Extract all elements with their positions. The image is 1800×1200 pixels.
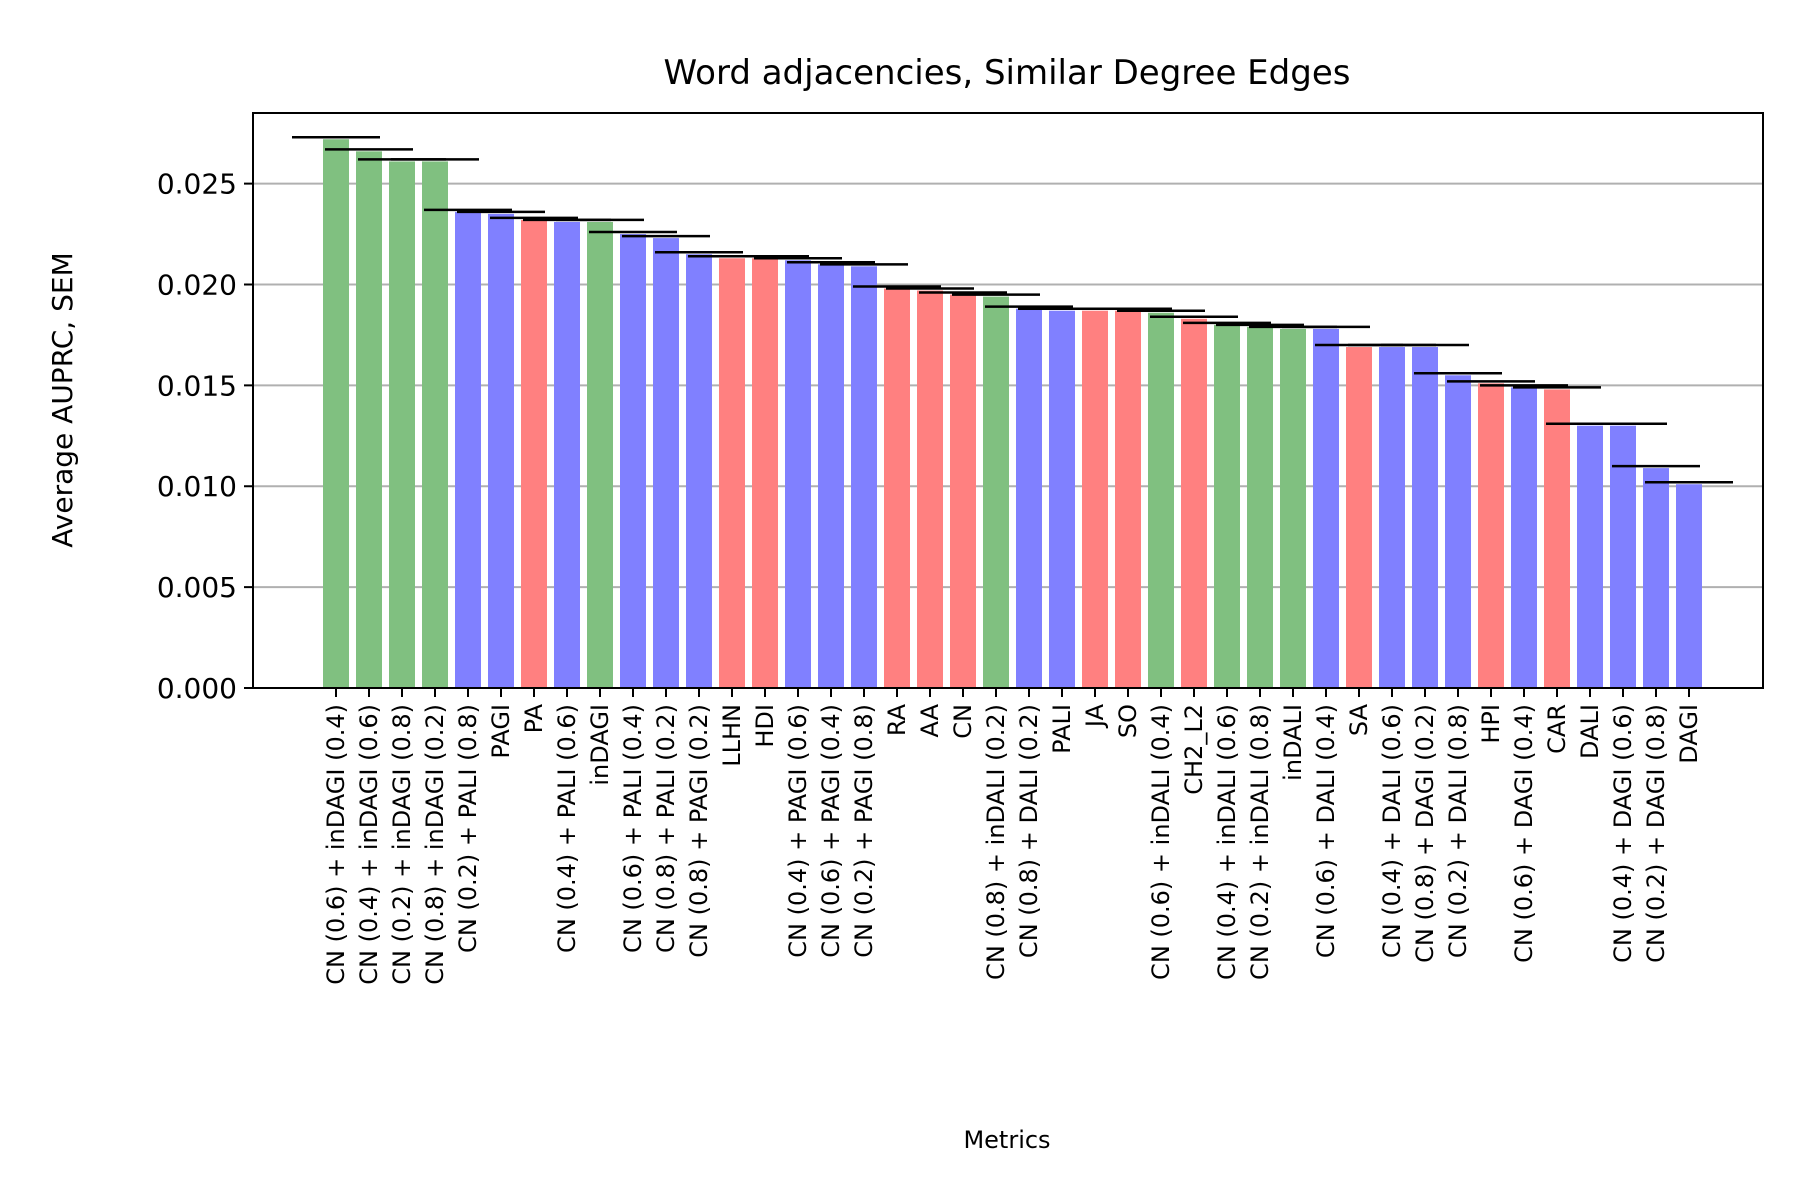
bar	[686, 254, 712, 688]
x-tick-label: CN (0.6) + PALI (0.4)	[619, 704, 647, 953]
x-tick-label: RA	[883, 703, 911, 736]
bar	[1346, 347, 1372, 688]
y-tick-label: 0.020	[157, 268, 237, 301]
plot-frame	[252, 112, 1764, 689]
x-tick-label: HDI	[751, 704, 779, 748]
x-tick-label: LLHN	[718, 704, 746, 767]
x-tick-label: PA	[520, 703, 548, 733]
bar	[1082, 310, 1108, 688]
y-tick-label: 0.025	[157, 168, 237, 201]
x-tick-label: CN	[949, 704, 977, 739]
bar	[1478, 383, 1504, 688]
bar	[884, 288, 910, 688]
bar	[1313, 328, 1339, 688]
bar	[785, 260, 811, 688]
x-tick-label: CN (0.6) + PAGI (0.4)	[817, 704, 845, 958]
y-tick-label: 0.005	[157, 571, 237, 604]
x-tick-label: CN (0.8) + inDAGI (0.2)	[421, 704, 449, 985]
x-tick-label: DALI	[1576, 704, 1604, 759]
bar	[455, 211, 481, 688]
bar	[1214, 324, 1240, 688]
bar	[1148, 312, 1174, 688]
bar	[1115, 310, 1141, 688]
x-tick-label: CN (0.2) + inDAGI (0.8)	[388, 704, 416, 985]
bar	[422, 161, 448, 689]
bar	[620, 234, 646, 689]
x-tick-label: PALI	[1048, 704, 1076, 754]
bar	[719, 258, 745, 688]
y-tick-label: 0.015	[157, 369, 237, 402]
bar	[950, 294, 976, 688]
x-tick-label: SO	[1114, 704, 1142, 738]
x-tick-label: CN (0.2) + inDALI (0.8)	[1246, 704, 1274, 980]
x-tick-label: CN (0.4) + PAGI (0.6)	[784, 704, 812, 958]
x-axis: CN (0.6) + inDAGI (0.4) CN (0.4) + inDAGI…	[322, 688, 1703, 985]
bar	[389, 161, 415, 689]
bar	[1445, 375, 1471, 688]
x-tick-label: CN (0.8) + inDALI (0.2)	[982, 704, 1010, 980]
x-tick-label: CN (0.8) + PALI (0.2)	[652, 704, 680, 953]
x-tick-label: JA	[1081, 703, 1109, 729]
x-tick-label: CN (0.2) + PALI (0.8)	[454, 704, 482, 953]
y-axis-label: Average AUPRC, SEM	[46, 252, 79, 547]
bar	[587, 221, 613, 688]
x-tick-label: CN (0.6) + DALI (0.4)	[1312, 704, 1340, 958]
x-tick-label: CN (0.8) + DAGI (0.2)	[1411, 704, 1439, 963]
x-tick-label: CN (0.2) + DALI (0.8)	[1444, 704, 1472, 958]
x-tick-label: HPI	[1477, 704, 1505, 744]
x-tick-label: CN (0.6) + DAGI (0.4)	[1510, 704, 1538, 963]
error-bars	[292, 135, 1733, 484]
bar	[752, 258, 778, 688]
bar	[1643, 468, 1669, 688]
bar	[356, 151, 382, 689]
bar	[1016, 308, 1042, 688]
x-tick-label: DAGI	[1675, 704, 1703, 764]
bar	[1181, 318, 1207, 688]
x-tick-label: CN (0.4) + inDALI (0.6)	[1213, 704, 1241, 980]
x-tick-label: AA	[916, 703, 944, 737]
x-tick-label: CN (0.6) + inDAGI (0.4)	[322, 704, 350, 985]
bars	[323, 139, 1702, 689]
bar	[554, 221, 580, 688]
x-tick-label: SA	[1345, 703, 1373, 736]
bar	[1049, 310, 1075, 688]
bar	[653, 238, 679, 689]
bar	[1412, 347, 1438, 688]
x-tick-label: CH2_L2	[1180, 704, 1208, 795]
bar	[1511, 387, 1537, 688]
bar	[1676, 484, 1702, 688]
x-tick-label: CAR	[1543, 704, 1571, 754]
x-tick-label: CN (0.8) + DALI (0.2)	[1015, 704, 1043, 958]
bar	[521, 219, 547, 689]
x-tick-label: CN (0.4) + inDAGI (0.6)	[355, 704, 383, 985]
x-tick-label: CN (0.2) + DAGI (0.8)	[1642, 704, 1670, 963]
y-tick-label: 0.010	[157, 470, 237, 503]
chart-title: Word adjacencies, Similar Degree Edges	[664, 53, 1351, 93]
y-axis: 0.000 0.005 0.010 0.015 0.020 0.025	[157, 168, 253, 705]
y-tick-label: 0.000	[157, 672, 237, 705]
x-tick-label: CN (0.4) + DALI (0.6)	[1378, 704, 1406, 958]
x-axis-label: Metrics	[963, 1126, 1050, 1154]
bar	[851, 266, 877, 688]
x-tick-label: PAGI	[487, 704, 515, 759]
bar	[1610, 425, 1636, 688]
bar	[488, 213, 514, 688]
x-tick-label: CN (0.4) + DAGI (0.6)	[1609, 704, 1637, 963]
bar	[1544, 389, 1570, 688]
bar	[323, 139, 349, 688]
bar	[1280, 328, 1306, 688]
bar	[1379, 347, 1405, 688]
bar	[818, 264, 844, 688]
x-tick-label: inDAGI	[586, 704, 614, 786]
bar	[983, 296, 1009, 688]
x-tick-label: CN (0.8) + PAGI (0.2)	[685, 704, 713, 958]
bar	[1577, 425, 1603, 688]
x-tick-label: inDALI	[1279, 704, 1307, 781]
x-tick-label: CN (0.6) + inDALI (0.4)	[1147, 704, 1175, 980]
bar	[1247, 326, 1273, 688]
x-tick-label: CN (0.2) + PAGI (0.8)	[850, 704, 878, 958]
bar	[917, 290, 943, 688]
x-tick-label: CN (0.4) + PALI (0.6)	[553, 704, 581, 953]
